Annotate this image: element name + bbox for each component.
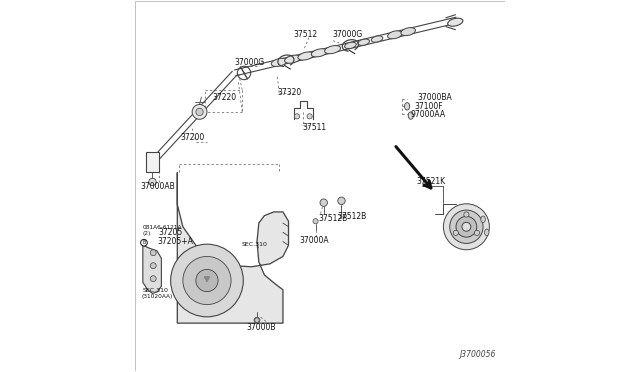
Circle shape bbox=[474, 230, 479, 235]
Text: 37200: 37200 bbox=[180, 132, 204, 142]
Ellipse shape bbox=[324, 46, 340, 54]
Circle shape bbox=[307, 114, 312, 119]
Text: (31020AA): (31020AA) bbox=[141, 294, 173, 299]
Circle shape bbox=[453, 230, 458, 235]
Ellipse shape bbox=[311, 49, 327, 57]
Circle shape bbox=[255, 318, 259, 323]
Ellipse shape bbox=[481, 216, 485, 223]
Circle shape bbox=[444, 204, 490, 250]
Circle shape bbox=[141, 239, 147, 246]
FancyBboxPatch shape bbox=[146, 152, 159, 171]
Text: 081A6-6121A: 081A6-6121A bbox=[143, 225, 182, 230]
Text: 37512B: 37512B bbox=[338, 212, 367, 221]
Circle shape bbox=[313, 219, 318, 224]
Circle shape bbox=[150, 276, 156, 282]
Ellipse shape bbox=[371, 36, 383, 42]
Text: 37100F: 37100F bbox=[415, 102, 443, 111]
Ellipse shape bbox=[408, 112, 413, 119]
Text: 37000A: 37000A bbox=[300, 236, 329, 246]
Circle shape bbox=[150, 250, 156, 256]
Ellipse shape bbox=[404, 103, 410, 110]
Ellipse shape bbox=[344, 42, 356, 49]
Ellipse shape bbox=[298, 52, 314, 60]
Circle shape bbox=[192, 105, 207, 119]
Text: 97000AA: 97000AA bbox=[411, 110, 446, 119]
Polygon shape bbox=[204, 277, 209, 282]
Text: 37220: 37220 bbox=[212, 93, 236, 102]
Polygon shape bbox=[177, 173, 289, 323]
Ellipse shape bbox=[447, 18, 463, 26]
Text: 37000G: 37000G bbox=[234, 58, 265, 67]
Text: J3700056: J3700056 bbox=[460, 350, 496, 359]
Circle shape bbox=[196, 108, 204, 116]
Text: 37205+A: 37205+A bbox=[157, 237, 193, 246]
Circle shape bbox=[464, 212, 469, 217]
Circle shape bbox=[150, 263, 156, 269]
Ellipse shape bbox=[271, 58, 287, 67]
Text: SEC.310: SEC.310 bbox=[143, 288, 169, 293]
Text: 37000AB: 37000AB bbox=[140, 182, 175, 191]
Text: 37521K: 37521K bbox=[417, 177, 445, 186]
Ellipse shape bbox=[285, 55, 301, 63]
Polygon shape bbox=[143, 245, 161, 294]
Text: B: B bbox=[142, 240, 146, 245]
Ellipse shape bbox=[484, 229, 489, 235]
Circle shape bbox=[320, 199, 328, 206]
Circle shape bbox=[462, 222, 471, 231]
Circle shape bbox=[254, 317, 260, 323]
Ellipse shape bbox=[401, 28, 415, 36]
Text: 37205: 37205 bbox=[159, 228, 183, 237]
Circle shape bbox=[338, 197, 345, 205]
Text: SEC.310: SEC.310 bbox=[241, 242, 268, 247]
Text: 37320: 37320 bbox=[278, 88, 301, 97]
Circle shape bbox=[148, 178, 156, 186]
Ellipse shape bbox=[388, 31, 402, 39]
Text: 37000B: 37000B bbox=[246, 323, 275, 332]
Circle shape bbox=[294, 114, 300, 119]
Text: 37511: 37511 bbox=[302, 123, 326, 132]
Text: 37000BA: 37000BA bbox=[417, 93, 452, 102]
Text: 37000G: 37000G bbox=[333, 30, 363, 39]
Circle shape bbox=[456, 217, 477, 237]
Ellipse shape bbox=[358, 39, 369, 45]
Text: 37512B: 37512B bbox=[318, 214, 348, 223]
Text: 37512: 37512 bbox=[293, 30, 317, 39]
Circle shape bbox=[450, 210, 483, 243]
Circle shape bbox=[196, 269, 218, 292]
Text: (2): (2) bbox=[143, 231, 151, 236]
Circle shape bbox=[171, 244, 243, 317]
Circle shape bbox=[183, 256, 231, 305]
